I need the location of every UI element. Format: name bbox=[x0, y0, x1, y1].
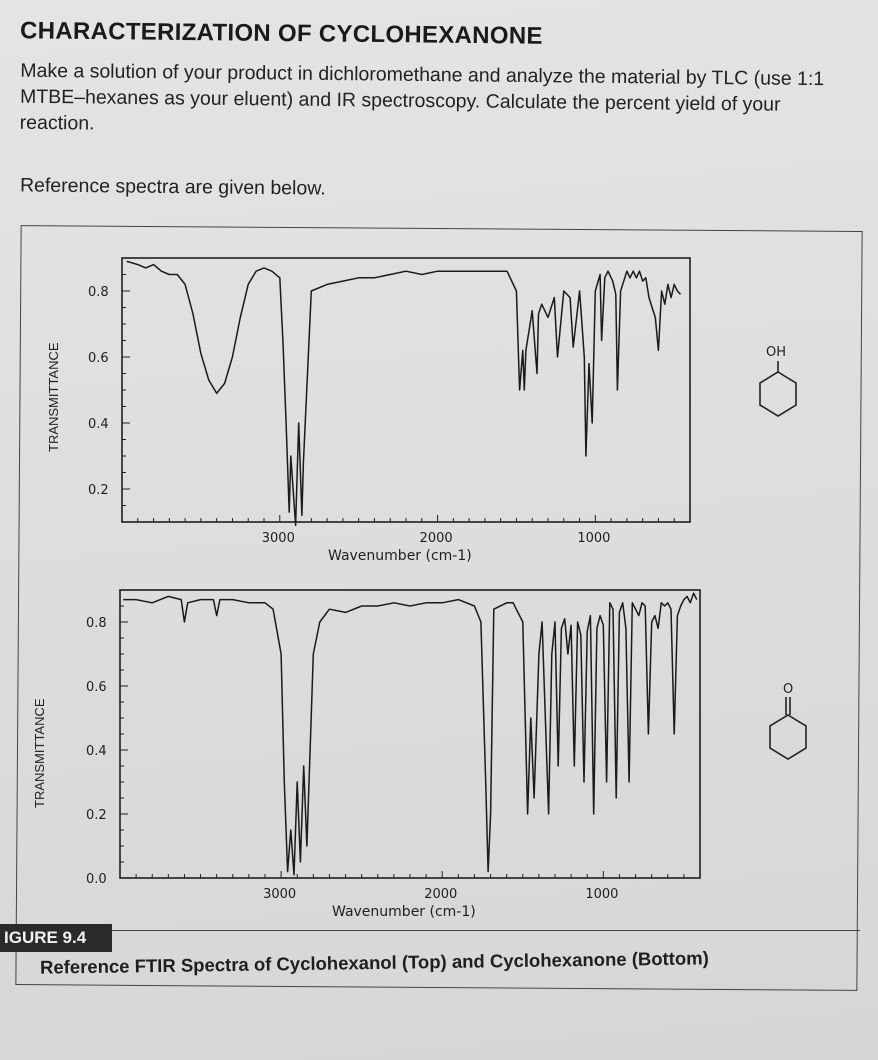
cyclohexanol-structure bbox=[759, 361, 797, 417]
bottom-x-tick-label: 3000 bbox=[263, 887, 296, 902]
bottom-y-tick-label: 0.6 bbox=[86, 680, 107, 695]
bottom-y-tick-label: 0.2 bbox=[86, 808, 107, 823]
bottom-x-axis-title: Wavenumber (cm-1) bbox=[332, 904, 476, 920]
top-y-tick-label: 0.8 bbox=[88, 285, 109, 300]
bottom-y-tick-label: 0.4 bbox=[86, 744, 107, 759]
figure-number-label: IGURE 9.4 bbox=[0, 924, 112, 952]
top-spectrum-line bbox=[126, 260, 682, 527]
bottom-x-tick-label: 2000 bbox=[424, 887, 457, 902]
cyclohexanone-structure bbox=[769, 697, 807, 760]
top-plot-frame bbox=[121, 257, 691, 523]
top-x-tick-label: 3000 bbox=[262, 531, 295, 546]
bottom-x-tick-label: 1000 bbox=[585, 887, 618, 902]
top-x-tick-label: 2000 bbox=[420, 531, 453, 546]
cyclohexanol-spectrum: 0.2 0.4 0.6 0.8 3000 2000 1000 Wavenumber (cm-1… bbox=[88, 257, 691, 564]
top-y-tick-label: 0.2 bbox=[88, 483, 109, 498]
bottom-y-tick-label: 0.8 bbox=[86, 616, 107, 631]
cyclohexanone-o-label: O bbox=[783, 682, 793, 697]
top-x-axis-title: Wavenumber (cm-1) bbox=[328, 548, 472, 564]
bottom-y-tick-label: 0.0 bbox=[86, 872, 107, 887]
top-y-tick-label: 0.4 bbox=[88, 417, 109, 432]
bottom-spectrum-line bbox=[123, 592, 698, 876]
top-x-tick-label: 1000 bbox=[577, 531, 610, 546]
cyclohexanone-spectrum: 0.0 0.2 0.4 0.6 0.8 3000 2000 1000 Wavenumber (c… bbox=[86, 589, 701, 920]
caption-divider bbox=[18, 930, 860, 990]
cyclohexanol-oh-label: OH bbox=[766, 345, 786, 360]
cyclohexanol-ring bbox=[759, 371, 797, 417]
cyclohexanone-ring bbox=[769, 714, 807, 760]
top-y-tick-label: 0.6 bbox=[88, 351, 109, 366]
